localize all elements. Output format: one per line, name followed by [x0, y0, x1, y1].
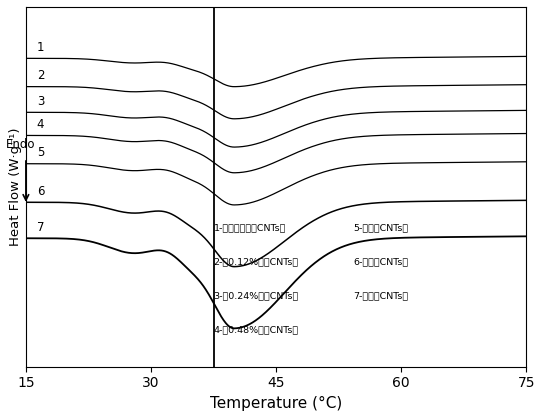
Text: 5: 5 — [37, 146, 44, 159]
Text: 3-含0.24%授基CNTs膜: 3-含0.24%授基CNTs膜 — [214, 291, 299, 300]
Text: 5-含氨基CNTs膜: 5-含氨基CNTs膜 — [354, 223, 409, 232]
X-axis label: Temperature (°C): Temperature (°C) — [210, 396, 342, 411]
Text: 4: 4 — [37, 118, 44, 131]
Text: 2-含0.12%授基CNTs膜: 2-含0.12%授基CNTs膜 — [214, 257, 299, 266]
Text: 7-含羟基CNTs膜: 7-含羟基CNTs膜 — [354, 291, 409, 300]
Text: 1-空白膜（不含CNTs）: 1-空白膜（不含CNTs） — [214, 223, 286, 232]
Text: 3: 3 — [37, 95, 44, 108]
Text: 6-含馔镌CNTs膜: 6-含馔镌CNTs膜 — [354, 257, 409, 266]
Text: 4-含0.48%授基CNTs膜: 4-含0.48%授基CNTs膜 — [214, 325, 299, 334]
Text: 1: 1 — [37, 41, 44, 54]
Text: 2: 2 — [37, 69, 44, 82]
Text: 6: 6 — [37, 185, 44, 198]
Y-axis label: Heat Flow (W·g⁻¹): Heat Flow (W·g⁻¹) — [9, 127, 22, 246]
Text: Endo: Endo — [6, 138, 36, 151]
Text: 7: 7 — [37, 221, 44, 234]
